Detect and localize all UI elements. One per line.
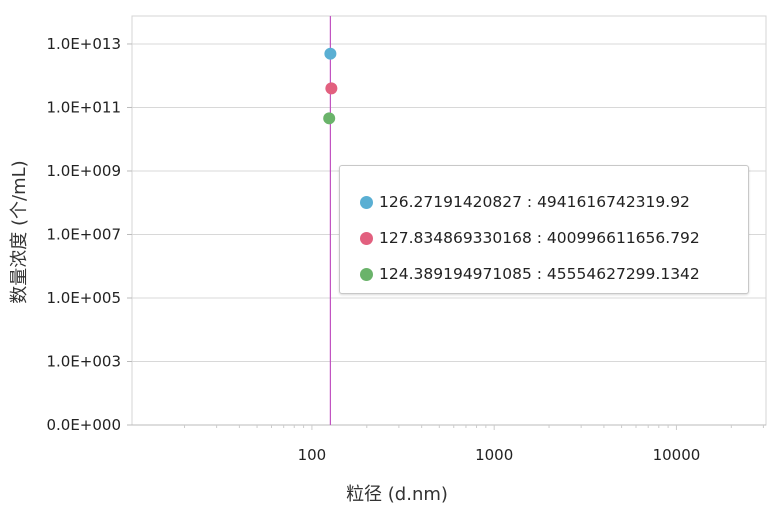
y-axis-label: 数量浓度 (个/mL) bbox=[9, 160, 30, 303]
x-tick-label: 1000 bbox=[475, 446, 513, 464]
data-point[interactable] bbox=[323, 112, 336, 125]
y-tick-label: 1.0E+013 bbox=[46, 35, 121, 53]
legend-item: 127.834869330168 : 400996611656.792 bbox=[340, 220, 748, 256]
tooltip-legend: 126.27191420827 : 4941616742319.92 127.83… bbox=[339, 165, 749, 294]
legend-item: 126.27191420827 : 4941616742319.92 bbox=[340, 184, 748, 220]
y-tick-label: 1.0E+011 bbox=[46, 98, 121, 116]
legend-dot-icon bbox=[360, 231, 373, 245]
x-tick-label: 100 bbox=[298, 446, 327, 464]
y-tick-label: 0.0E+000 bbox=[46, 416, 121, 434]
legend-label: 124.389194971085 : 45554627299.1342 bbox=[379, 265, 700, 283]
legend-item: 124.389194971085 : 45554627299.1342 bbox=[340, 256, 748, 292]
x-tick-label: 10000 bbox=[653, 446, 701, 464]
data-point[interactable] bbox=[324, 47, 337, 60]
x-axis-label: 粒径 (d.nm) bbox=[346, 484, 448, 505]
legend-label: 126.27191420827 : 4941616742319.92 bbox=[379, 193, 690, 211]
legend-dot-icon bbox=[360, 195, 373, 209]
data-point[interactable] bbox=[325, 82, 338, 95]
legend-label: 127.834869330168 : 400996611656.792 bbox=[379, 229, 700, 247]
y-tick-label: 1.0E+007 bbox=[46, 225, 121, 243]
y-tick-label: 1.0E+003 bbox=[46, 352, 121, 370]
y-tick-label: 1.0E+009 bbox=[46, 162, 121, 180]
y-tick-label: 1.0E+005 bbox=[46, 289, 121, 307]
legend-dot-icon bbox=[360, 267, 373, 281]
